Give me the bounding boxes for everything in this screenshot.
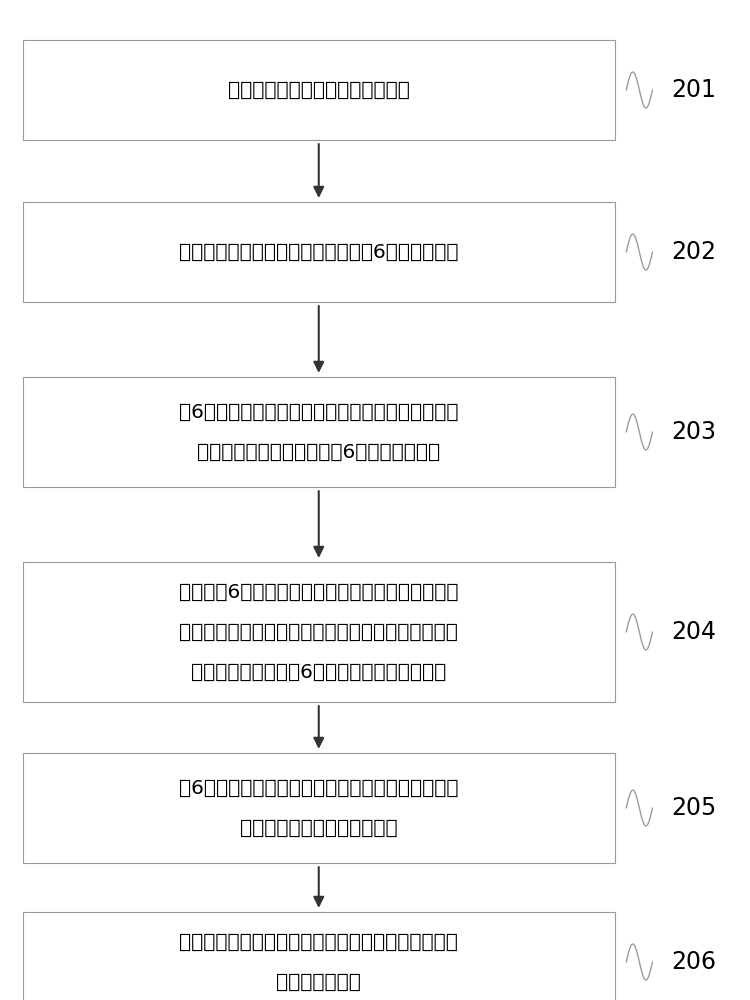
Text: 获取工区的高密度宽方位地震数据: 获取工区的高密度宽方位地震数据 — [228, 81, 410, 100]
Text: 对6组压缩后的断裂识别属性进行融合，得到所述工: 对6组压缩后的断裂识别属性进行融合，得到所述工 — [179, 778, 458, 798]
FancyBboxPatch shape — [22, 377, 615, 487]
Text: 区进行断裂识别: 区进行断裂识别 — [276, 972, 362, 992]
Text: 203: 203 — [671, 420, 716, 444]
FancyBboxPatch shape — [22, 40, 615, 140]
Text: 204: 204 — [671, 620, 716, 644]
FancyBboxPatch shape — [22, 562, 615, 702]
FancyBboxPatch shape — [22, 912, 615, 1000]
FancyBboxPatch shape — [22, 753, 615, 863]
Text: 205: 205 — [671, 796, 716, 820]
Text: 对工区的方位角进行分组，可以得到6组方位角范围: 对工区的方位角进行分组，可以得到6组方位角范围 — [179, 242, 458, 261]
Text: 201: 201 — [671, 78, 716, 102]
Text: 进行压缩，可以得到6组压缩后的断裂识别属性: 进行压缩，可以得到6组压缩后的断裂识别属性 — [191, 663, 446, 682]
Text: 裂识别属性，并对各组叠加地震数据的断裂识别属性: 裂识别属性，并对各组叠加地震数据的断裂识别属性 — [179, 622, 458, 642]
Text: 区的地震数据的断裂识别属性: 区的地震数据的断裂识别属性 — [240, 818, 398, 838]
Text: 分别计算6组叠加地震数据中各组叠加地震数据的断: 分别计算6组叠加地震数据中各组叠加地震数据的断 — [179, 582, 458, 601]
Text: 206: 206 — [671, 950, 716, 974]
Text: 202: 202 — [671, 240, 716, 264]
FancyBboxPatch shape — [22, 202, 615, 302]
Text: 别进行叠加，从而可以得到6组叠加地震数据: 别进行叠加，从而可以得到6组叠加地震数据 — [197, 443, 440, 462]
Text: 根据所述工区的地震数据的断裂识别属性，对所述工: 根据所述工区的地震数据的断裂识别属性，对所述工 — [179, 932, 458, 952]
Text: 对6组方位角范围内的各组方位角范围的地震数据分: 对6组方位角范围内的各组方位角范围的地震数据分 — [179, 402, 458, 422]
